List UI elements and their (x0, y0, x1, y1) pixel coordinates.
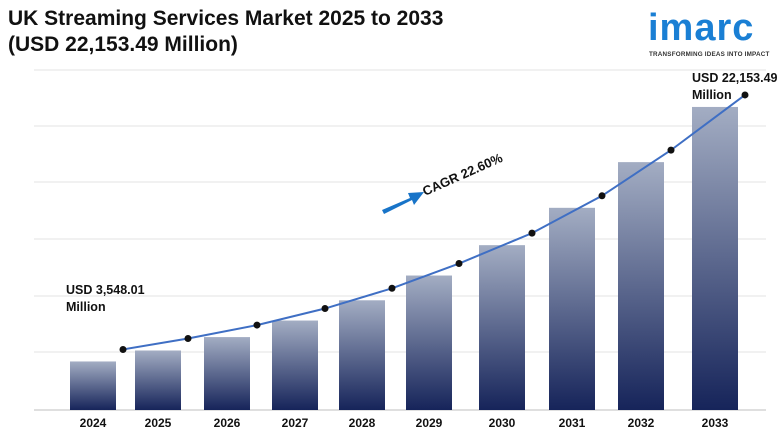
logo-tagline: TRANSFORMING IDEAS INTO IMPACT (649, 51, 770, 58)
trend-marker-2030 (528, 229, 536, 237)
logo-wordmark: imarc (648, 7, 755, 49)
end-value-label-line-1: USD 22,153.49 (692, 71, 778, 85)
title-line-2: (USD 22,153.49 Million) (8, 33, 238, 56)
trend-marker-2027 (321, 305, 329, 313)
x-tick-label: 2025 (145, 416, 172, 430)
end-value-label-line-2: Million (692, 88, 732, 102)
bars (70, 106, 738, 411)
trend-marker-2032 (667, 146, 675, 154)
bar-2031 (549, 207, 595, 410)
trend-marker-2028 (388, 284, 396, 292)
x-tick-label: 2033 (702, 416, 729, 430)
bar-2024 (70, 361, 116, 410)
bar-2025 (135, 350, 181, 410)
x-tick-label: 2030 (489, 416, 516, 430)
trend-marker-2029 (455, 260, 463, 268)
bar-2027 (272, 320, 318, 410)
x-tick-label: 2024 (80, 416, 107, 430)
trend-marker-2031 (598, 192, 606, 200)
trend-marker-2026 (253, 321, 261, 329)
start-value-label-line-2: Million (66, 300, 106, 314)
x-tick-label: 2027 (282, 416, 309, 430)
x-tick-label: 2028 (349, 416, 376, 430)
trend-line (119, 91, 749, 353)
chart-title: UK Streaming Services Market 2025 to 203… (8, 6, 443, 58)
imarc-logo: imarc TRANSFORMING IDEAS INTO IMPACT (646, 6, 772, 64)
bar-2029 (406, 275, 452, 410)
title-line-1: UK Streaming Services Market 2025 to 203… (8, 7, 444, 30)
x-tick-label: 2031 (559, 416, 586, 430)
x-tick-label: 2026 (214, 416, 241, 430)
trend-marker-2024 (119, 345, 127, 353)
start-value-label-line-1: USD 3,548.01 (66, 283, 145, 297)
cagr-label: CAGR 22.60% (420, 150, 505, 199)
x-axis-ticks: 2024 2025 2026 2027 2028 2029 2030 2031 2032 2033 (80, 416, 729, 430)
x-tick-label: 2032 (628, 416, 655, 430)
bar-2032 (618, 162, 664, 410)
cagr-arrow-icon (382, 192, 424, 214)
x-tick-label: 2029 (416, 416, 443, 430)
trend-marker-2025 (184, 334, 192, 342)
bar-2026 (204, 337, 250, 410)
bar-2028 (339, 300, 385, 410)
trend-marker-2033 (741, 91, 749, 99)
trend-line-path (122, 94, 746, 351)
bar-2030 (479, 245, 525, 410)
bar-2033 (692, 106, 738, 411)
